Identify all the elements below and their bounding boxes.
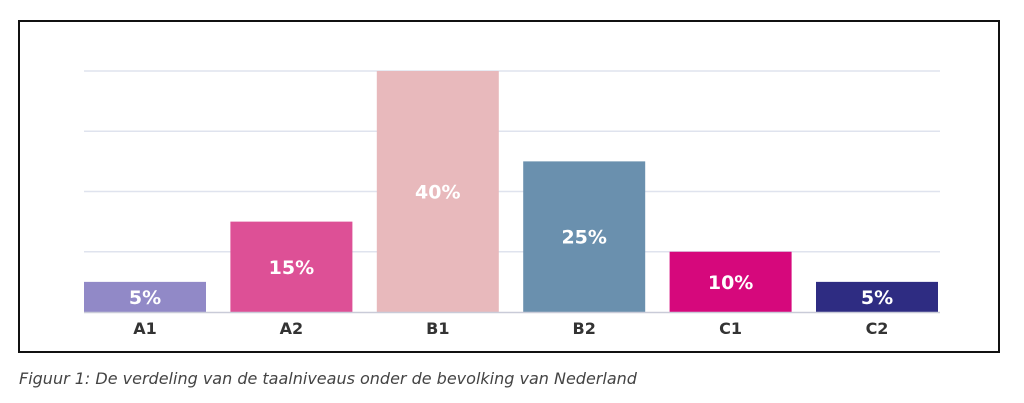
bar-b2 [523,161,646,312]
tick-label-a2: A2 [280,319,304,338]
tick-label-c2: C2 [866,319,889,338]
value-label-b1: 40% [415,182,460,204]
value-label-c1: 10% [708,272,753,294]
figure-caption: Figuur 1: De verdeling van de taalniveau… [19,369,637,388]
bar-c2 [816,281,938,312]
tick-label-b2: B2 [573,319,596,338]
bar-c1 [669,251,792,312]
tick-label-a1: A1 [133,319,157,338]
value-label-b2: 25% [561,227,606,249]
tick-label-c1: C1 [719,319,742,338]
value-label-a1: 5% [129,287,161,309]
tick-label-b1: B1 [426,319,449,338]
value-label-a2: 15% [269,257,314,279]
bar-a1 [84,281,206,312]
value-label-c2: 5% [861,287,893,309]
bar-b1 [376,71,499,312]
bar-a2 [230,221,353,312]
